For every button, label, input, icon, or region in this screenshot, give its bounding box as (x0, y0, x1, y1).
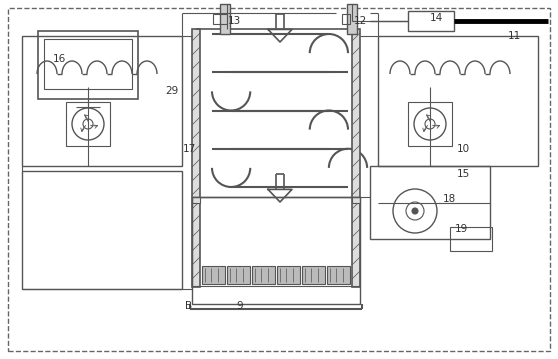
Bar (277, 266, 300, 284)
Bar (192, 29, 200, 287)
Text: 18: 18 (443, 194, 456, 204)
Bar (347, 4, 357, 34)
Bar (192, 197, 360, 304)
Text: 13: 13 (228, 16, 241, 26)
Bar (38, 31, 138, 99)
Bar (370, 166, 490, 239)
Text: 12: 12 (354, 16, 367, 26)
Text: 17: 17 (183, 144, 196, 154)
Circle shape (412, 208, 418, 214)
Bar (192, 197, 200, 203)
Text: 11: 11 (508, 31, 521, 41)
Bar (66, 102, 110, 146)
Bar (22, 171, 182, 289)
Text: 14: 14 (430, 13, 443, 23)
Text: B: B (185, 301, 192, 311)
Bar (352, 29, 360, 287)
Bar (352, 197, 360, 203)
Bar (378, 36, 538, 166)
Bar (202, 266, 225, 284)
Bar (327, 266, 350, 284)
Text: 9: 9 (236, 301, 243, 311)
Bar (213, 14, 227, 24)
Text: 29: 29 (165, 86, 178, 96)
Bar (408, 102, 452, 146)
Bar (408, 11, 454, 31)
Text: 19: 19 (455, 224, 468, 234)
Bar (252, 266, 275, 284)
Bar (302, 266, 325, 284)
Bar (227, 266, 250, 284)
Bar (450, 227, 492, 251)
Bar (22, 36, 182, 166)
Text: 10: 10 (457, 144, 470, 154)
Bar (220, 4, 230, 34)
Bar (44, 39, 132, 89)
Bar (342, 14, 350, 24)
Text: 15: 15 (457, 169, 470, 179)
Text: 16: 16 (53, 54, 66, 64)
